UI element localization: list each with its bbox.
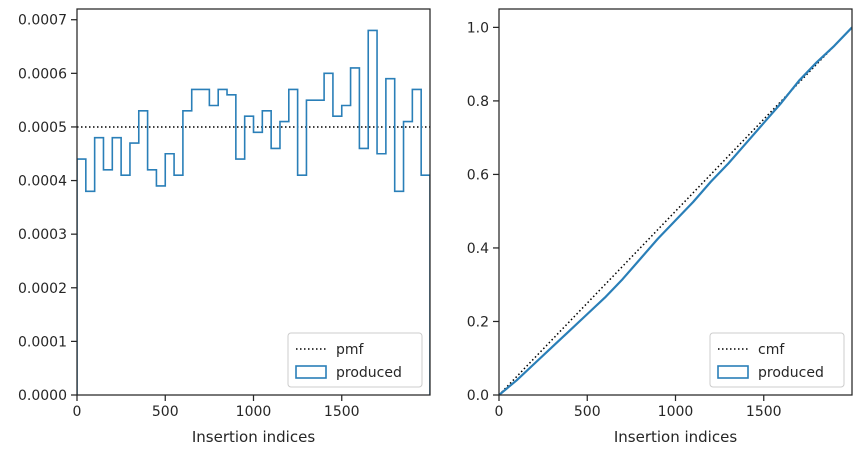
legend-swatch-produced (295, 365, 327, 379)
legend-label-cmf: cmf (758, 342, 785, 358)
x-tick-label: 500 (574, 404, 601, 420)
y-tick-label: 0.4 (467, 241, 489, 257)
legend-label-pmf: pmf (336, 342, 365, 358)
legend-label-produced: produced (758, 365, 824, 381)
plot-area (499, 26, 852, 395)
legend-label-produced: produced (336, 365, 402, 381)
x-tick-label: 500 (152, 404, 179, 420)
legend: pmf produced (287, 332, 423, 388)
subplot-2: 0 500 1000 1500 0.0 0.2 0.4 0.6 0.8 1.0 Insertion … (467, 8, 853, 446)
x-tick-label: 0 (495, 404, 504, 420)
y-tick-label: 0.2 (467, 314, 489, 330)
y-tick-label: 0.6 (467, 167, 489, 183)
series-produced-step (77, 29, 430, 395)
x-tick-label: 1000 (658, 404, 694, 420)
x-tick-label: 0 (73, 404, 82, 420)
y-tick-label: 0.0006 (18, 66, 67, 82)
x-tick-label: 1500 (324, 404, 360, 420)
legend: cmf produced (709, 332, 845, 388)
y-tick-label: 0.0 (467, 388, 489, 404)
y-tick-label: 0.0003 (18, 227, 67, 243)
x-axis-label: Insertion indices (614, 428, 737, 446)
legend-swatch-produced (717, 365, 749, 379)
y-tick-label: 0.0005 (18, 120, 67, 136)
y-tick-label: 0.0001 (18, 334, 67, 350)
plot-area (77, 29, 430, 395)
series-produced (77, 29, 430, 395)
y-tick-label: 0.0004 (18, 174, 67, 190)
y-tick-label: 1.0 (467, 20, 489, 36)
subplot-1: 0 500 1000 1500 0.0000 0.0001 0.0002 0.0003 0.00… (18, 8, 431, 446)
legend-box (709, 332, 845, 388)
x-axis-label: Insertion indices (192, 428, 315, 446)
y-tick-label: 0.0000 (18, 388, 67, 404)
y-tick-label: 0.8 (467, 94, 489, 110)
y-tick-label: 0.0007 (18, 13, 67, 29)
y-tick-label: 0.0002 (18, 281, 67, 297)
x-tick-label: 1500 (746, 404, 782, 420)
legend-box (287, 332, 423, 388)
series-produced-line (499, 26, 852, 395)
x-tick-label: 1000 (236, 404, 272, 420)
